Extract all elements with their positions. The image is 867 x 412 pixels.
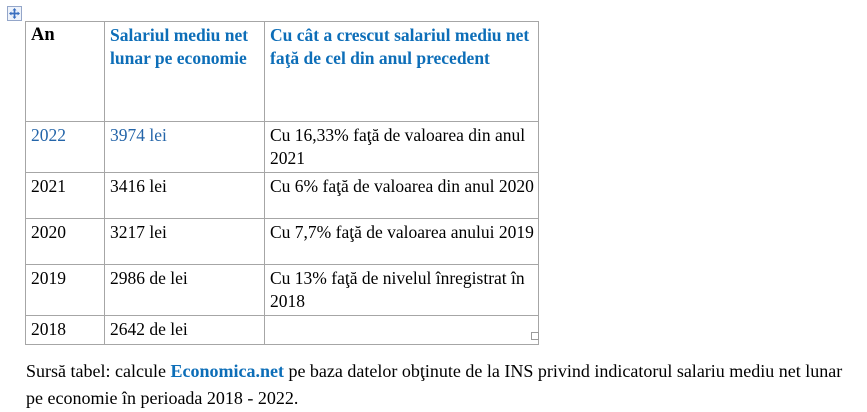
salary-table: An Salariul mediu net lunar pe economie … — [25, 21, 539, 345]
economica-net-link[interactable]: Economica.net — [170, 361, 284, 381]
move-cross-icon — [9, 8, 20, 19]
table-resize-handle[interactable] — [531, 332, 539, 340]
table-header-row: An Salariul mediu net lunar pe economie … — [25, 21, 539, 122]
table-row: 2022 3974 lei Cu 16,33% faţă de valoarea… — [25, 121, 539, 173]
cell-year: 2018 — [25, 315, 105, 345]
cell-growth: Cu 16,33% faţă de valoarea din anul 2021 — [264, 121, 539, 173]
caption-prefix: Sursă tabel: calcule — [26, 361, 171, 381]
header-cell-year: An — [25, 21, 105, 122]
cell-salary: 3974 lei — [104, 121, 265, 173]
cell-growth — [264, 315, 539, 345]
table-move-handle[interactable] — [7, 6, 22, 21]
table-row: 2018 2642 de lei — [25, 315, 539, 345]
cell-year: 2019 — [25, 264, 105, 316]
cell-salary: 3217 lei — [104, 218, 265, 265]
cell-salary: 2986 de lei — [104, 264, 265, 316]
cell-year: 2021 — [25, 172, 105, 219]
cell-year: 2022 — [25, 121, 105, 173]
table-row: 2021 3416 lei Cu 6% faţă de valoarea din… — [25, 172, 539, 219]
cell-growth: Cu 13% faţă de nivelul înregistrat în 20… — [264, 264, 539, 316]
cell-growth: Cu 7,7% faţă de valoarea anului 2019 — [264, 218, 539, 265]
cell-year: 2020 — [25, 218, 105, 265]
header-cell-growth: Cu cât a crescut salariul mediu net faţă… — [264, 21, 539, 122]
table-source-caption: Sursă tabel: calcule Economica.net pe ba… — [26, 358, 850, 412]
table-row: 2020 3217 lei Cu 7,7% faţă de valoarea a… — [25, 218, 539, 265]
cell-salary: 2642 de lei — [104, 315, 265, 345]
cell-salary: 3416 lei — [104, 172, 265, 219]
table-row: 2019 2986 de lei Cu 13% faţă de nivelul … — [25, 264, 539, 316]
header-cell-salary: Salariul mediu net lunar pe economie — [104, 21, 265, 122]
cell-growth: Cu 6% faţă de valoarea din anul 2020 — [264, 172, 539, 219]
caption-suffix: pe baza datelor obţinute de la INS privi… — [26, 361, 843, 408]
